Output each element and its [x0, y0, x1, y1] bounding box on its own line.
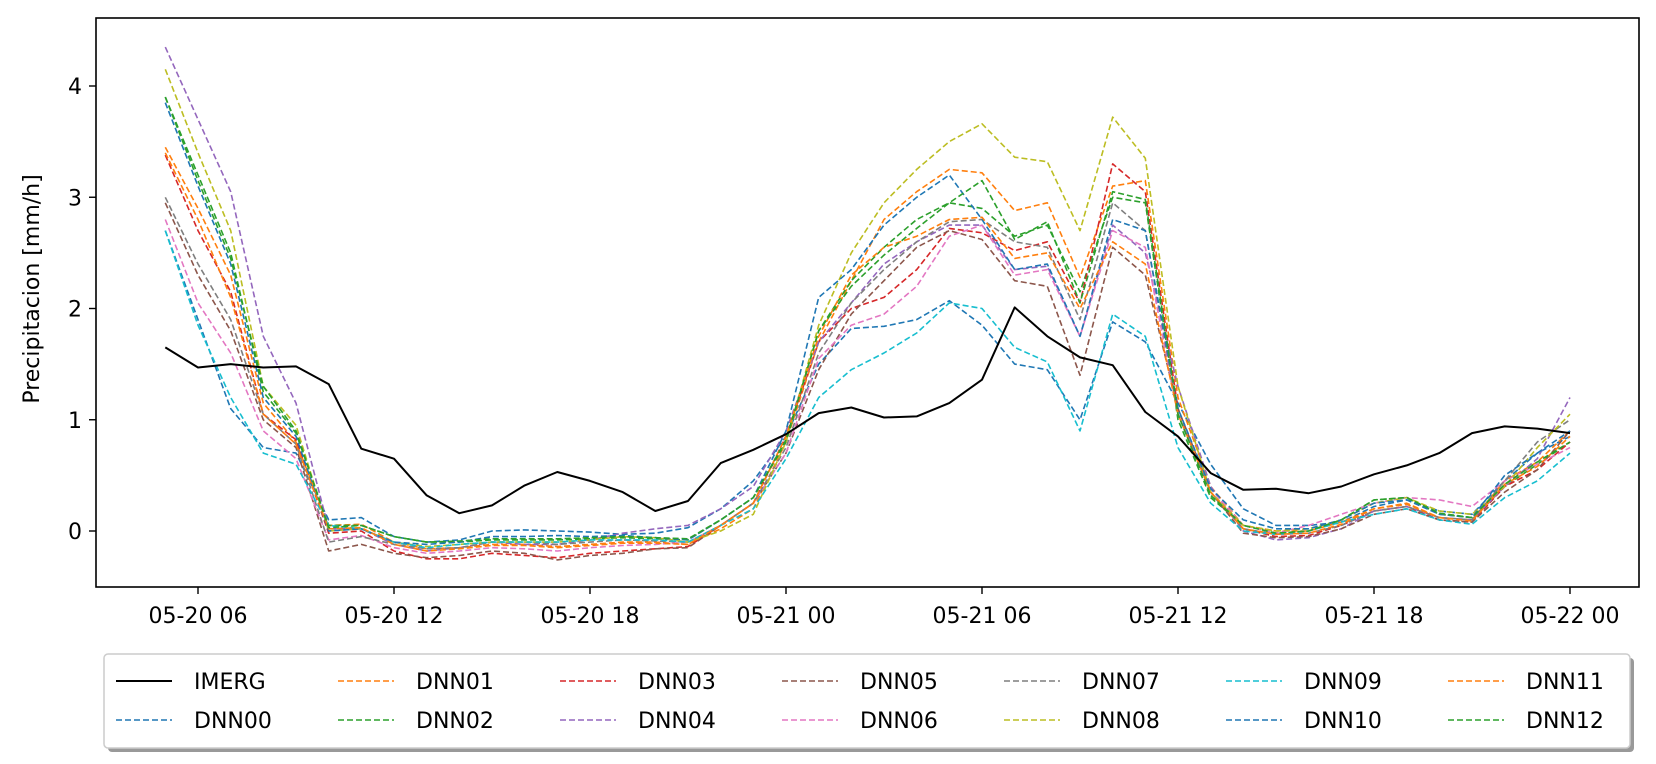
series-line-dnn10 [164, 102, 1571, 546]
y-axis-title: Precipitacion [mm/h] [20, 174, 45, 403]
series-line-dnn09 [164, 230, 1571, 549]
series-layer [164, 46, 1571, 561]
legend-label-dnn08: DNN08 [1082, 709, 1160, 734]
x-tick-label: 05-21 18 [1325, 604, 1424, 629]
legend-label-imerg: IMERG [194, 670, 266, 695]
legend-box [103, 653, 1631, 749]
legend-label-dnn05: DNN05 [860, 670, 938, 695]
x-tick-label: 05-21 06 [933, 604, 1032, 629]
legend-label-dnn00: DNN00 [194, 709, 272, 734]
series-line-dnn05 [164, 202, 1571, 561]
legend-label-dnn11: DNN11 [1526, 670, 1604, 695]
y-tick-label: 1 [68, 409, 82, 434]
plot-frame [95, 17, 1640, 588]
x-tick-label: 05-20 06 [149, 604, 248, 629]
legend-label-dnn02: DNN02 [416, 709, 494, 734]
x-tick-label: 05-20 18 [541, 604, 640, 629]
x-tick-label: 05-21 12 [1129, 604, 1228, 629]
series-line-dnn12 [164, 96, 1571, 543]
legend-label-dnn07: DNN07 [1082, 670, 1160, 695]
legend-label-dnn10: DNN10 [1304, 709, 1382, 734]
legend-label-dnn12: DNN12 [1526, 709, 1604, 734]
series-line-imerg [164, 306, 1571, 515]
y-tick-label: 2 [68, 298, 82, 323]
axes-layer: 0 1 2 3 4 05-20 06 05-20 12 05-20 18 05-21 00 05-… [68, 17, 1640, 629]
legend-label-dnn04: DNN04 [638, 709, 716, 734]
legend-label-dnn01: DNN01 [416, 670, 494, 695]
x-tick-label: 05-21 00 [737, 604, 836, 629]
series-line-dnn07 [164, 196, 1571, 550]
legend: IMERG DNN00 DNN01 DNN02 DNN03 DNN04 DNN05 DNN06… [103, 653, 1634, 752]
y-tick-label: 0 [68, 520, 82, 545]
series-line-dnn11 [164, 152, 1571, 552]
legend-label-dnn03: DNN03 [638, 670, 716, 695]
series-line-dnn06 [164, 219, 1571, 555]
legend-label-dnn06: DNN06 [860, 709, 938, 734]
x-tick-label: 05-22 00 [1521, 604, 1620, 629]
y-tick-label: 3 [68, 186, 82, 211]
y-tick-label: 4 [68, 75, 82, 100]
x-tick-label: 05-20 12 [345, 604, 444, 629]
legend-label-dnn09: DNN09 [1304, 670, 1382, 695]
